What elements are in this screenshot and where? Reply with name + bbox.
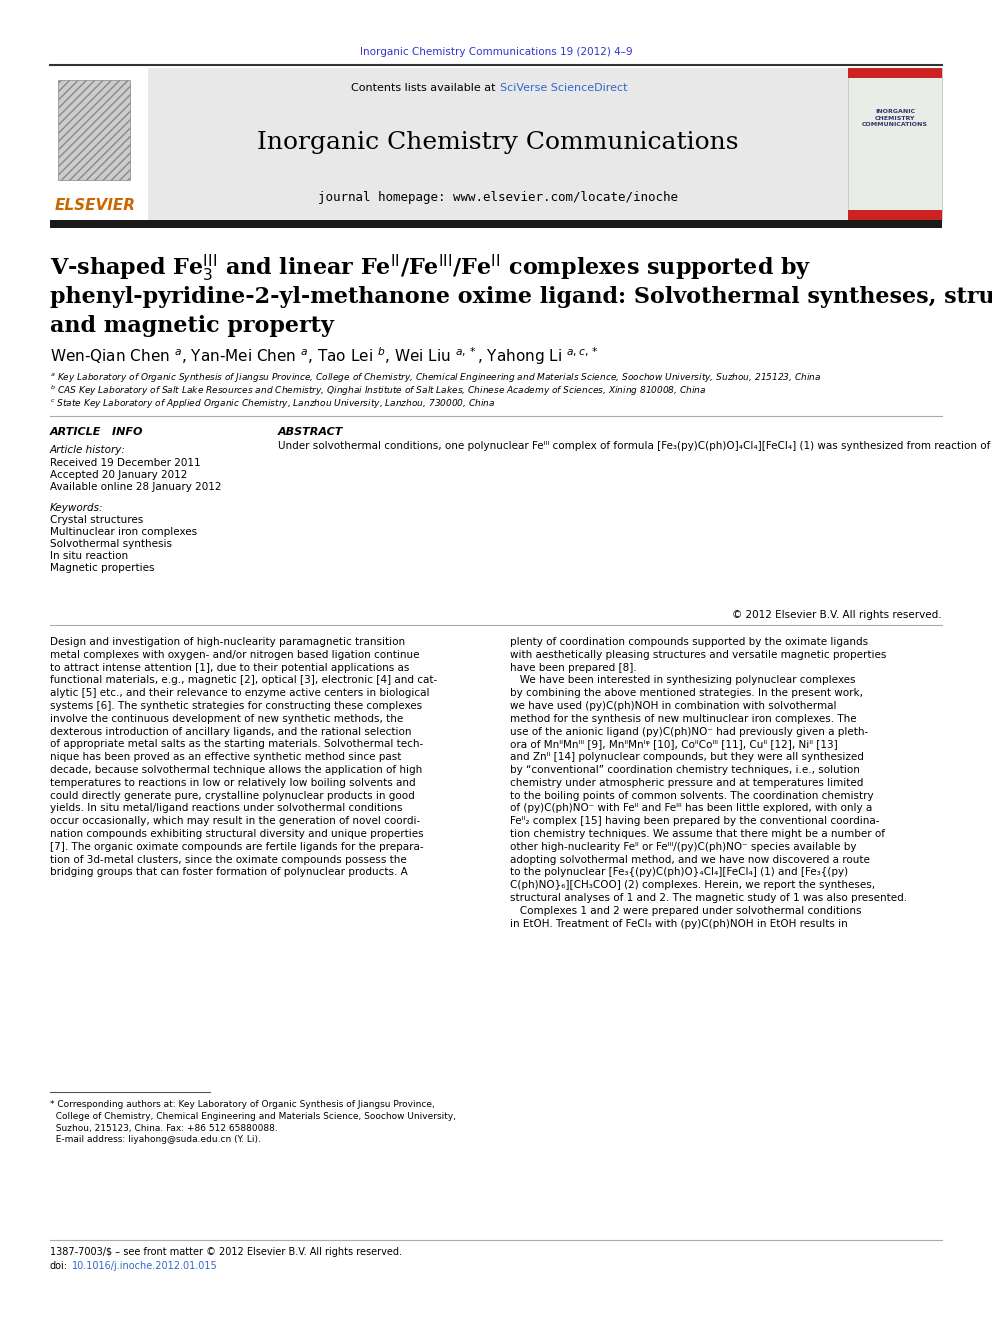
Text: Magnetic properties: Magnetic properties	[50, 564, 155, 573]
Text: journal homepage: www.elsevier.com/locate/inoche: journal homepage: www.elsevier.com/locat…	[318, 191, 678, 204]
Text: 1387-7003/$ – see front matter © 2012 Elsevier B.V. All rights reserved.: 1387-7003/$ – see front matter © 2012 El…	[50, 1248, 402, 1257]
Text: phenyl-pyridine-2-yl-methanone oxime ligand: Solvothermal syntheses, structures: phenyl-pyridine-2-yl-methanone oxime lig…	[50, 286, 992, 308]
Text: $^b$ CAS Key Laboratory of Salt Lake Resources and Chemistry, Qinghai Institute : $^b$ CAS Key Laboratory of Salt Lake Res…	[50, 384, 706, 398]
Text: ARTICLE   INFO: ARTICLE INFO	[50, 427, 144, 437]
Text: Inorganic Chemistry Communications 19 (2012) 4–9: Inorganic Chemistry Communications 19 (2…	[360, 48, 632, 57]
Text: 10.1016/j.inoche.2012.01.015: 10.1016/j.inoche.2012.01.015	[72, 1261, 218, 1271]
Text: Available online 28 January 2012: Available online 28 January 2012	[50, 482, 221, 492]
Text: INORGANIC
CHEMISTRY
COMMUNICATIONS: INORGANIC CHEMISTRY COMMUNICATIONS	[862, 110, 928, 127]
Bar	[50, 220, 942, 228]
Text: Contents lists available at: Contents lists available at	[351, 83, 499, 93]
Text: and magnetic property: and magnetic property	[50, 315, 334, 337]
Bar	[58, 79, 130, 180]
Text: ELSEVIER: ELSEVIER	[55, 197, 136, 213]
Text: Crystal structures: Crystal structures	[50, 515, 143, 525]
Text: SciVerse ScienceDirect: SciVerse ScienceDirect	[500, 83, 628, 93]
Text: Accepted 20 January 2012: Accepted 20 January 2012	[50, 470, 187, 480]
Bar	[50, 67, 148, 220]
Text: Under solvothermal conditions, one polynuclear Feᴵᴵᴵ complex of formula [Fe₃(py): Under solvothermal conditions, one polyn…	[278, 441, 992, 451]
Text: Inorganic Chemistry Communications: Inorganic Chemistry Communications	[257, 131, 739, 153]
Text: © 2012 Elsevier B.V. All rights reserved.: © 2012 Elsevier B.V. All rights reserved…	[732, 610, 942, 620]
Text: Received 19 December 2011: Received 19 December 2011	[50, 458, 200, 468]
Text: Wen-Qian Chen $^a$, Yan-Mei Chen $^a$, Tao Lei $^b$, Wei Liu $^{a,*}$, Yahong Li: Wen-Qian Chen $^a$, Yan-Mei Chen $^a$, T…	[50, 345, 599, 366]
Bar	[50, 67, 848, 220]
Text: * Corresponding authors at: Key Laboratory of Organic Synthesis of Jiangsu Provi: * Corresponding authors at: Key Laborato…	[50, 1099, 456, 1144]
Text: $^a$ Key Laboratory of Organic Synthesis of Jiangsu Province, College of Chemist: $^a$ Key Laboratory of Organic Synthesis…	[50, 372, 821, 385]
Text: doi:: doi:	[50, 1261, 68, 1271]
Text: plenty of coordination compounds supported by the oximate ligands
with aesthetic: plenty of coordination compounds support…	[510, 636, 907, 929]
Text: $^c$ State Key Laboratory of Applied Organic Chemistry, Lanzhou University, Lanz: $^c$ State Key Laboratory of Applied Org…	[50, 397, 496, 410]
Bar	[848, 210, 942, 220]
Text: Multinuclear iron complexes: Multinuclear iron complexes	[50, 527, 197, 537]
Text: Solvothermal synthesis: Solvothermal synthesis	[50, 538, 172, 549]
Text: Design and investigation of high-nuclearity paramagnetic transition
metal comple: Design and investigation of high-nuclear…	[50, 636, 437, 877]
Text: Article history:: Article history:	[50, 445, 126, 455]
Bar	[848, 67, 942, 220]
Bar	[848, 67, 942, 78]
Text: ABSTRACT: ABSTRACT	[278, 427, 343, 437]
Text: Keywords:: Keywords:	[50, 503, 103, 513]
Text: V-shaped Fe$_3^{\mathrm{III}}$ and linear Fe$^{\mathrm{II}}$/Fe$^{\mathrm{III}}$: V-shaped Fe$_3^{\mathrm{III}}$ and linea…	[50, 253, 811, 283]
Text: In situ reaction: In situ reaction	[50, 550, 128, 561]
